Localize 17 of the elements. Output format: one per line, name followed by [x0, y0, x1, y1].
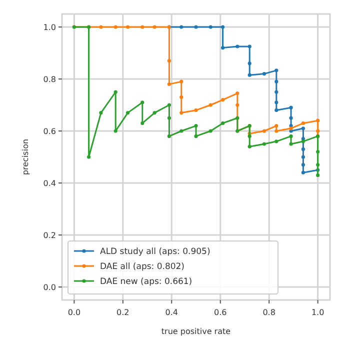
x-axis-title: true positive rate — [161, 327, 231, 336]
y-tick-label: 0.8 — [43, 75, 56, 84]
y-tick-label: 0.2 — [43, 231, 56, 240]
legend-label: DAE new (aps: 0.661) — [100, 277, 192, 287]
x-tick-label: 1.0 — [311, 308, 324, 317]
y-axis-title: precision — [21, 138, 30, 176]
y-tick-label: 0.6 — [43, 127, 56, 136]
x-tick-label: 0.4 — [165, 308, 178, 317]
y-tick-label: 1.0 — [43, 23, 56, 32]
y-tick-label: 0.0 — [43, 283, 56, 292]
x-tick-label: 0.6 — [214, 308, 227, 317]
x-tick-label: 0.2 — [116, 308, 130, 317]
legend-label: DAE all (aps: 0.802) — [100, 262, 184, 272]
y-tick-label: 0.4 — [43, 179, 56, 188]
legend-label: ALD study all (aps: 0.905) — [100, 247, 210, 257]
x-tick-label: 0.8 — [262, 308, 276, 317]
x-tick-label: 0.0 — [68, 308, 81, 317]
